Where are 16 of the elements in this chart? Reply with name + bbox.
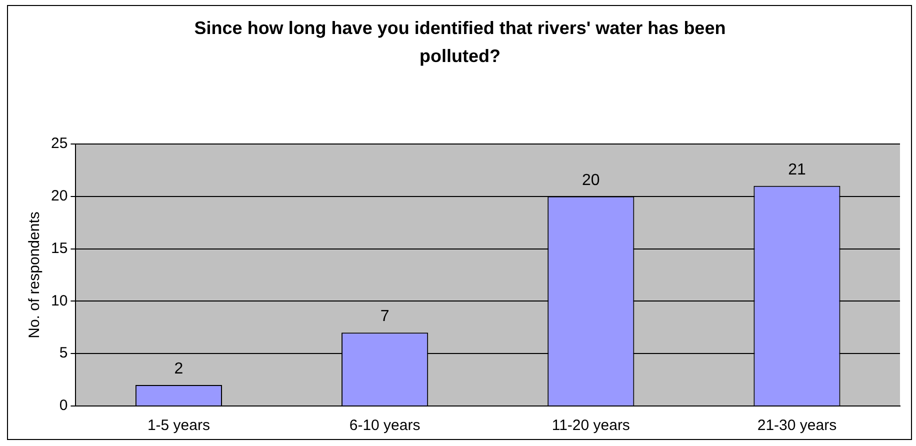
y-tick-label: 15 [50,240,68,257]
x-tick-label: 21-30 years [757,417,837,434]
data-label: 7 [380,308,390,326]
y-tick-label: 5 [59,344,68,362]
data-label: 21 [788,161,806,178]
y-tick-label: 20 [50,188,68,205]
data-label: 20 [582,172,600,189]
y-axis-title: No. of respondents [26,212,44,338]
data-label: 2 [174,360,184,378]
x-tick-label: 11-20 years [552,417,630,434]
y-tick-label: 0 [59,397,68,414]
y-tick-label: 10 [50,292,68,310]
chart-title: Since how long have you identified that rivers' water has been polluted? [193,17,727,68]
x-tick-label: 6-10 years [349,417,420,434]
x-tick-label: 1-5 years [147,417,210,434]
y-tick-label: 25 [50,135,68,152]
